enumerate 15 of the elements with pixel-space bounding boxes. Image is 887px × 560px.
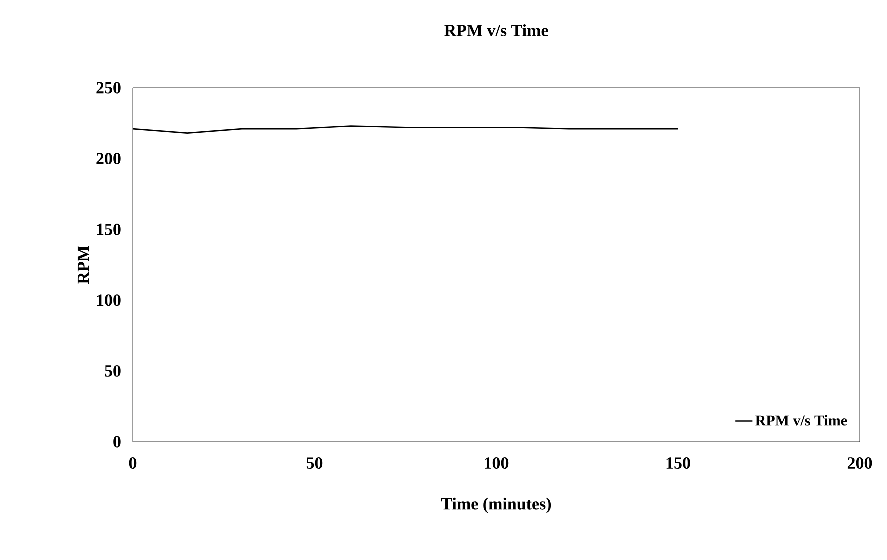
- y-tick-label: 150: [97, 224, 121, 236]
- x-tick-label: 200: [848, 458, 872, 469]
- y-tick-label: 250: [96, 82, 121, 94]
- y-tick-label: 200: [96, 153, 121, 165]
- x-axis-title: Time (minutes): [441, 498, 552, 514]
- chart-title: RPM v/s Time: [444, 24, 548, 36]
- legend-label: RPM v/s Time: [756, 415, 848, 426]
- y-tick-label: 50: [105, 365, 121, 377]
- y-axis-title: RPM: [78, 246, 90, 284]
- x-tick-label: 50: [306, 458, 323, 469]
- y-tick-label: 100: [97, 294, 121, 306]
- x-tick-label: 0: [129, 458, 137, 469]
- y-tick-label: 0: [114, 436, 121, 448]
- x-tick-label: 100: [485, 458, 509, 469]
- x-tick-label: 150: [666, 458, 690, 469]
